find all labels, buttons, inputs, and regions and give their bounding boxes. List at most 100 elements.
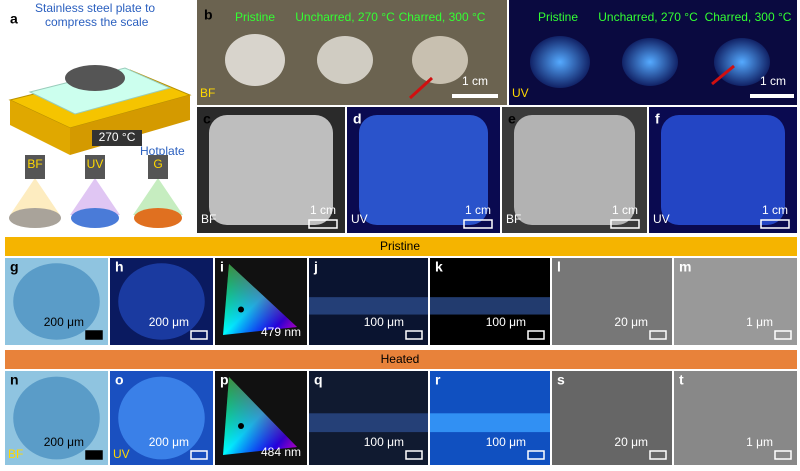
scale-label: 20 μm (614, 435, 648, 449)
panel-label: i (220, 259, 224, 275)
scale-label: 200 μm (44, 435, 84, 449)
scale-bar (85, 330, 103, 340)
scale-bar (527, 450, 545, 460)
scale-label: 1 cm (762, 203, 788, 217)
panel-label: g (10, 259, 19, 275)
arrow (711, 64, 735, 86)
lamp-label: UV (87, 157, 104, 171)
note: compress the scale (45, 15, 149, 29)
scale-bar (190, 330, 208, 340)
scale-bar (649, 450, 667, 460)
panel-label: a (10, 11, 18, 27)
scale-bar (308, 219, 338, 229)
arrow (408, 76, 434, 100)
scale-sample (118, 376, 205, 460)
panel-label: d (353, 111, 362, 127)
scale-label: 200 μm (44, 315, 84, 329)
sample-label: Charred, 300 °C (705, 10, 792, 24)
hotplate-label: Hotplate (140, 144, 185, 158)
chromaticity-point (238, 306, 244, 313)
scale-bar (649, 330, 667, 340)
panel-label: j (313, 259, 318, 275)
photo (674, 258, 797, 345)
photo (552, 258, 672, 345)
scale-sample (13, 263, 100, 340)
scale-label: 1 cm (612, 203, 638, 217)
lamp-label: BF (27, 157, 42, 171)
sample-mosaic (359, 115, 488, 225)
scale-sample (65, 65, 125, 91)
scale-bar (463, 219, 493, 229)
panel-label: e (508, 111, 516, 127)
scale-label: 100 μm (486, 435, 526, 449)
mode: UV (351, 212, 368, 226)
panel-label: o (115, 372, 124, 388)
scale-bar (405, 450, 423, 460)
mode: UV (512, 86, 529, 100)
panel-label: m (679, 259, 691, 275)
scale-label: 1 μm (746, 435, 773, 449)
mode: BF (8, 447, 23, 461)
scale-label: 1 μm (746, 315, 773, 329)
lamp-label: G (153, 157, 162, 171)
sample (622, 38, 678, 86)
sample-mosaic (661, 115, 785, 225)
gamut (223, 264, 297, 335)
hotplate-side (10, 100, 70, 155)
scale-label: 100 μm (364, 315, 404, 329)
panel-label: n (10, 372, 19, 388)
section-bar (5, 350, 797, 369)
panel-label: q (314, 372, 323, 388)
sample (714, 38, 770, 86)
scale-bar (774, 450, 792, 460)
scale-label: 100 μm (486, 315, 526, 329)
sample (412, 36, 468, 84)
photo (552, 371, 672, 465)
scale-sample (118, 263, 205, 340)
panel-label: c (203, 111, 211, 127)
gamut (223, 377, 297, 455)
photo (674, 371, 797, 465)
mode: UV (113, 447, 130, 461)
panel-label: h (115, 259, 124, 275)
wavelength: 484 nm (261, 445, 301, 459)
scale-bar (527, 330, 545, 340)
wavelength: 479 nm (261, 325, 301, 339)
mode: BF (200, 86, 215, 100)
cross-section (309, 413, 428, 433)
sample-mosaic (209, 115, 333, 225)
panel-label: f (655, 111, 660, 127)
sample-label: Pristine (538, 10, 578, 24)
temperature: 270 °C (99, 130, 136, 144)
sample (530, 36, 590, 88)
sample-label: Uncharred, 270 °C (598, 10, 698, 24)
sample (225, 34, 285, 86)
chromaticity-point (238, 423, 244, 429)
cross-section (430, 413, 550, 433)
scale-label: 20 μm (614, 315, 648, 329)
panel-label: k (435, 259, 443, 275)
scale-bar (750, 94, 794, 98)
panel-label: b (204, 7, 213, 23)
panel-label: l (557, 259, 561, 275)
scale-label: 1 cm (760, 74, 786, 88)
sample-label: Pristine (235, 10, 275, 24)
cross-section (309, 297, 428, 315)
panel-label: r (435, 372, 441, 388)
sample-mosaic (514, 115, 635, 225)
scale-bar (452, 94, 498, 98)
panel-label: p (220, 372, 229, 388)
scale-label: 100 μm (364, 435, 404, 449)
sample (317, 36, 373, 84)
cross-section (430, 297, 550, 315)
section-title: Heated (381, 352, 420, 366)
mode: UV (653, 212, 670, 226)
sample-label: Uncharred, 270 °C (295, 10, 395, 24)
note: Stainless steel plate to (35, 1, 155, 15)
panel-label: t (679, 372, 684, 388)
scale-label: 1 cm (465, 203, 491, 217)
section-title: Pristine (380, 239, 420, 253)
scale-bar (760, 219, 790, 229)
panel-label: s (557, 372, 565, 388)
